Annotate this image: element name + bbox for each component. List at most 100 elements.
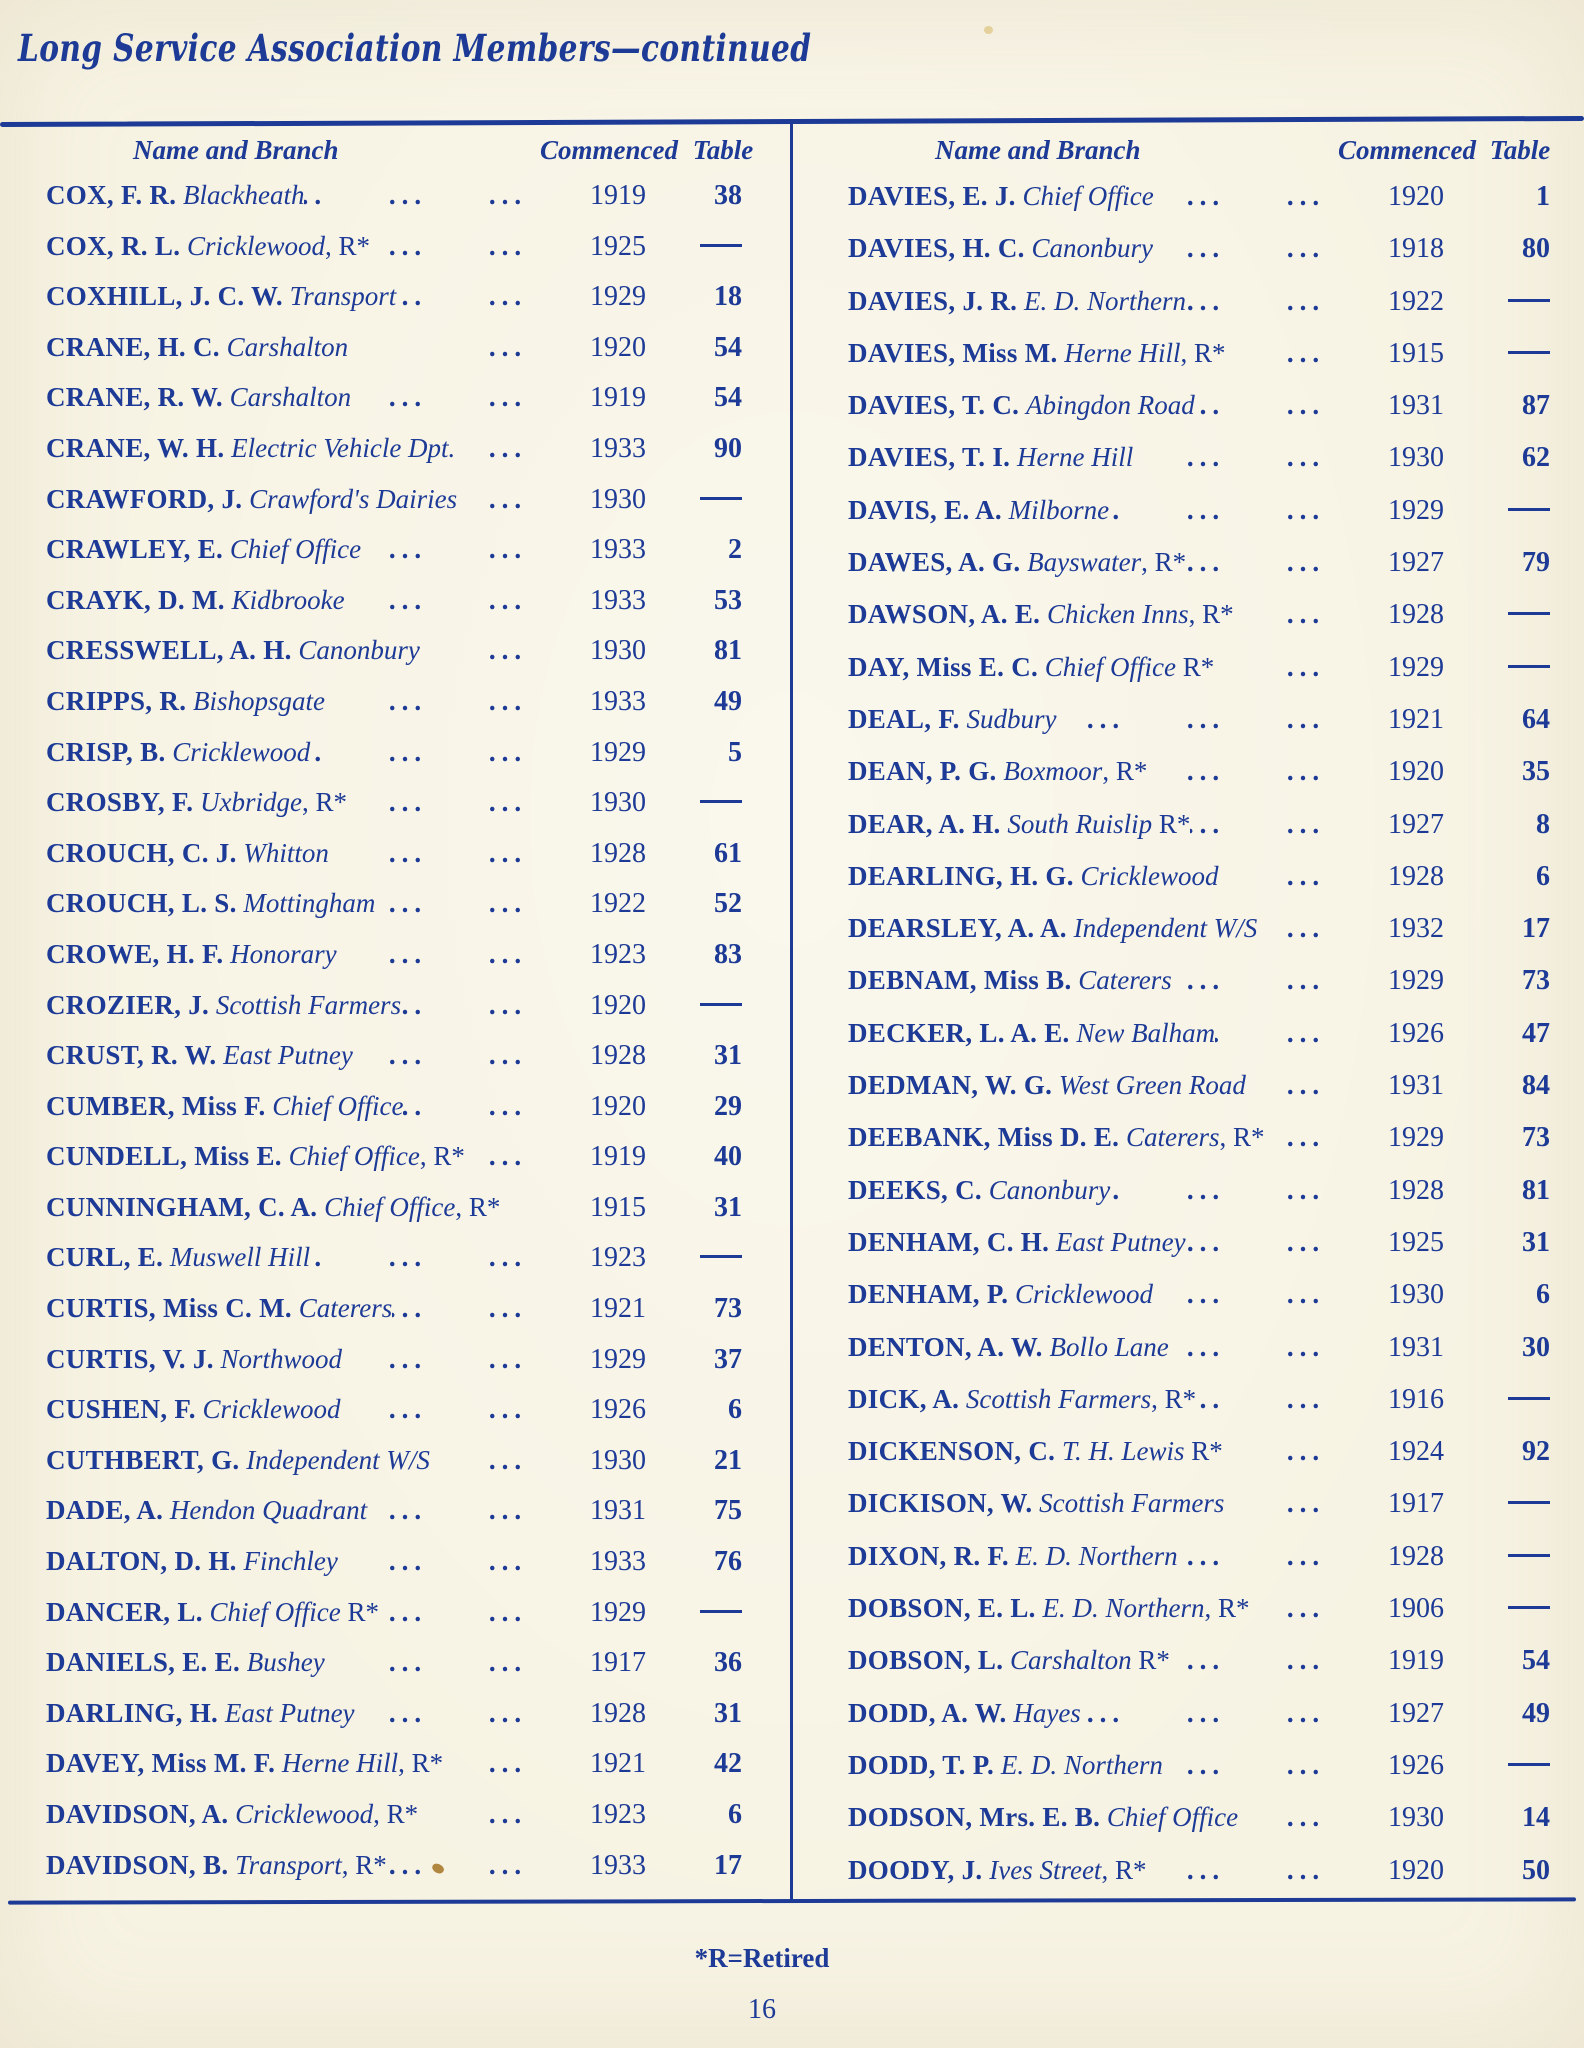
member-table-number <box>678 778 768 829</box>
member-name: DODSON, Mrs. E. B. <box>848 1802 1101 1833</box>
member-commenced-year: 1933 <box>590 432 646 464</box>
dot-leader-group: ... <box>488 230 528 261</box>
member-row: DEAL, F. Sudbury......... 1921 64 <box>840 693 1564 745</box>
member-retired-flag: , R* <box>1102 756 1148 787</box>
member-branch: Transport <box>289 281 397 312</box>
dot-leader-group: ... <box>1286 390 1326 421</box>
dot-leaders: ......... <box>329 828 558 879</box>
dot-leaders: ......... <box>1109 484 1356 536</box>
member-name-branch: DALTON, D. H. Finchley <box>38 1536 338 1587</box>
dot-leaders: ... <box>1223 1425 1356 1477</box>
member-table-number: 42 <box>714 1748 742 1780</box>
member-commenced-year: 1930 <box>1388 442 1444 474</box>
member-row: CRAYK, D. M. Kidbrooke......... 1933 53 <box>38 575 768 626</box>
member-name-branch: CRIPPS, R. Bishopsgate <box>38 676 325 727</box>
member-table-number: 21 <box>714 1444 742 1476</box>
member-name: DEARLING, H. G. <box>848 860 1074 891</box>
member-branch: Scottish Farmers <box>965 1383 1152 1414</box>
dot-leader-group: ... <box>1186 1854 1226 1885</box>
member-name-branch: DEEKS, C. Canonbury <box>840 1164 1110 1216</box>
member-row: DEARLING, H. G. Cricklewood...... 1928 6 <box>840 850 1564 902</box>
member-name: DODD, A. W. <box>848 1697 1007 1728</box>
member-table-number: 31 <box>714 1191 742 1223</box>
dot-leader-group: ... <box>388 1546 428 1577</box>
dot-leader-group: ... <box>1186 1697 1226 1728</box>
member-branch: Independent W/S <box>246 1444 430 1475</box>
member-row: CUNNINGHAM, C. A. Chief Office, R* 1915 31 <box>38 1182 768 1233</box>
member-row: DEAR, A. H. South Ruislip R*...... 1927 8 <box>840 798 1564 850</box>
member-table-number: 17 <box>714 1849 742 1881</box>
member-name: CRESSWELL, A. H. <box>46 635 292 666</box>
member-row: DAVIES, H. C. Canonbury...... 1918 80 <box>840 222 1564 274</box>
member-row: DALTON, D. H. Finchley......... 1933 76 <box>38 1536 768 1587</box>
member-retired-flag: , R* <box>1101 1854 1147 1885</box>
dot-leader-group: ... <box>1186 1540 1226 1571</box>
member-row: DEEBANK, Miss D. E. Caterers, R*... 1929 7… <box>840 1111 1564 1163</box>
member-row: DODD, A. W. Hayes......... 1927 49 <box>840 1687 1564 1739</box>
member-retired-flag: , R* <box>1141 547 1187 578</box>
dot-leader-group: ... <box>1196 1383 1226 1414</box>
member-branch: Carshalton <box>1010 1645 1132 1676</box>
member-table-number: 31 <box>1522 1226 1550 1258</box>
member-row: CUNDELL, Miss E. Chief Office, R*... 1919… <box>38 1131 768 1182</box>
dot-leader-group: ... <box>325 676 358 727</box>
member-name: DAVEY, Miss M. F. <box>46 1748 276 1779</box>
dot-leader-group: ... <box>1286 181 1326 211</box>
member-row: DECKER, L. A. E. New Balham...... 1926 47 <box>840 1007 1564 1059</box>
member-branch: Herne Hill <box>1064 337 1181 368</box>
dot-leader-group: ... <box>488 1293 528 1324</box>
member-table-number: 1 <box>1536 181 1550 212</box>
dot-leaders: ...... <box>1153 222 1356 274</box>
dot-leader-group: ... <box>1186 181 1226 211</box>
member-row: DAVIS, E. A. Milborne......... 1929 <box>840 484 1564 536</box>
member-name: CUMBER, Miss F. <box>46 1090 266 1121</box>
member-name: CURL, E. <box>46 1242 164 1273</box>
member-retired-flag: , R* <box>341 1849 387 1880</box>
dot-leader-group: ... <box>1286 1383 1326 1414</box>
member-name: CUTHBERT, G. <box>46 1444 240 1475</box>
member-retired-flag: , R* <box>1188 599 1234 630</box>
member-table-number: 29 <box>714 1090 742 1122</box>
dot-leader-group: ... <box>1286 1331 1326 1362</box>
member-name: DICKENSON, C. <box>848 1436 1056 1467</box>
member-commenced-year: 1930 <box>1388 1279 1444 1311</box>
dot-leaders: ...... <box>379 1587 558 1638</box>
member-row: CRUST, R. W. East Putney...... 1928 31 <box>38 1030 768 1081</box>
member-name-branch: CRUST, R. W. East Putney <box>38 1030 353 1081</box>
member-branch: Crawford's Dairies <box>249 483 458 514</box>
member-name: DICKISON, W. <box>848 1488 1033 1519</box>
dot-leader-group: ... <box>388 180 428 210</box>
member-branch: Bollo Lane <box>1049 1331 1169 1362</box>
member-row: DAVIES, E. J. Chief Office...... 1920 1 <box>840 170 1564 222</box>
member-table-number: 6 <box>728 1799 742 1830</box>
member-branch: Muswell Hill <box>169 1242 311 1273</box>
member-row: DAWES, A. G. Bayswater, R*...... 1927 79 <box>840 536 1564 588</box>
page-title: Long Service Association Members—continu… <box>18 26 812 70</box>
dot-leader-group: ... <box>1186 756 1226 787</box>
dot-leader-group: ... <box>337 929 358 980</box>
member-commenced-year: 1915 <box>1388 337 1444 369</box>
member-branch: Caterers <box>1078 965 1172 996</box>
member-table-number <box>678 1233 768 1284</box>
member-commenced-year: 1933 <box>590 1849 646 1881</box>
member-name-branch: COXHILL, J. C. W. Transport <box>38 271 396 322</box>
dot-leader-group: ... <box>1286 1749 1326 1780</box>
member-branch: Cricklewood <box>187 230 325 261</box>
member-table-number: 47 <box>1522 1017 1550 1049</box>
dot-leader-group: ... <box>388 685 428 716</box>
no-table-dash <box>700 800 742 804</box>
member-name-branch: DICKENSON, C. T. H. Lewis R* <box>840 1425 1223 1477</box>
member-retired-flag: , R* <box>325 230 371 261</box>
member-commenced-year: 1920 <box>1388 1854 1444 1886</box>
member-row: DEBNAM, Miss B. Caterers...... 1929 73 <box>840 954 1564 1006</box>
member-name-branch: CRANE, W. H. Electric Vehicle Dpt. <box>38 423 455 474</box>
dot-leaders: ......... <box>325 676 558 727</box>
member-table-number: 75 <box>714 1495 742 1527</box>
member-name: CRAYK, D. M. <box>46 584 225 615</box>
member-commenced-year: 1923 <box>590 1242 646 1274</box>
member-name-branch: CUTHBERT, G. Independent W/S <box>38 1435 430 1486</box>
member-table-number: 49 <box>714 685 742 717</box>
member-name: DOBSON, E. L. <box>848 1593 1036 1624</box>
member-branch: Carshalton <box>229 382 352 413</box>
member-row: DENTON, A. W. Bollo Lane...... 1931 30 <box>840 1321 1564 1373</box>
